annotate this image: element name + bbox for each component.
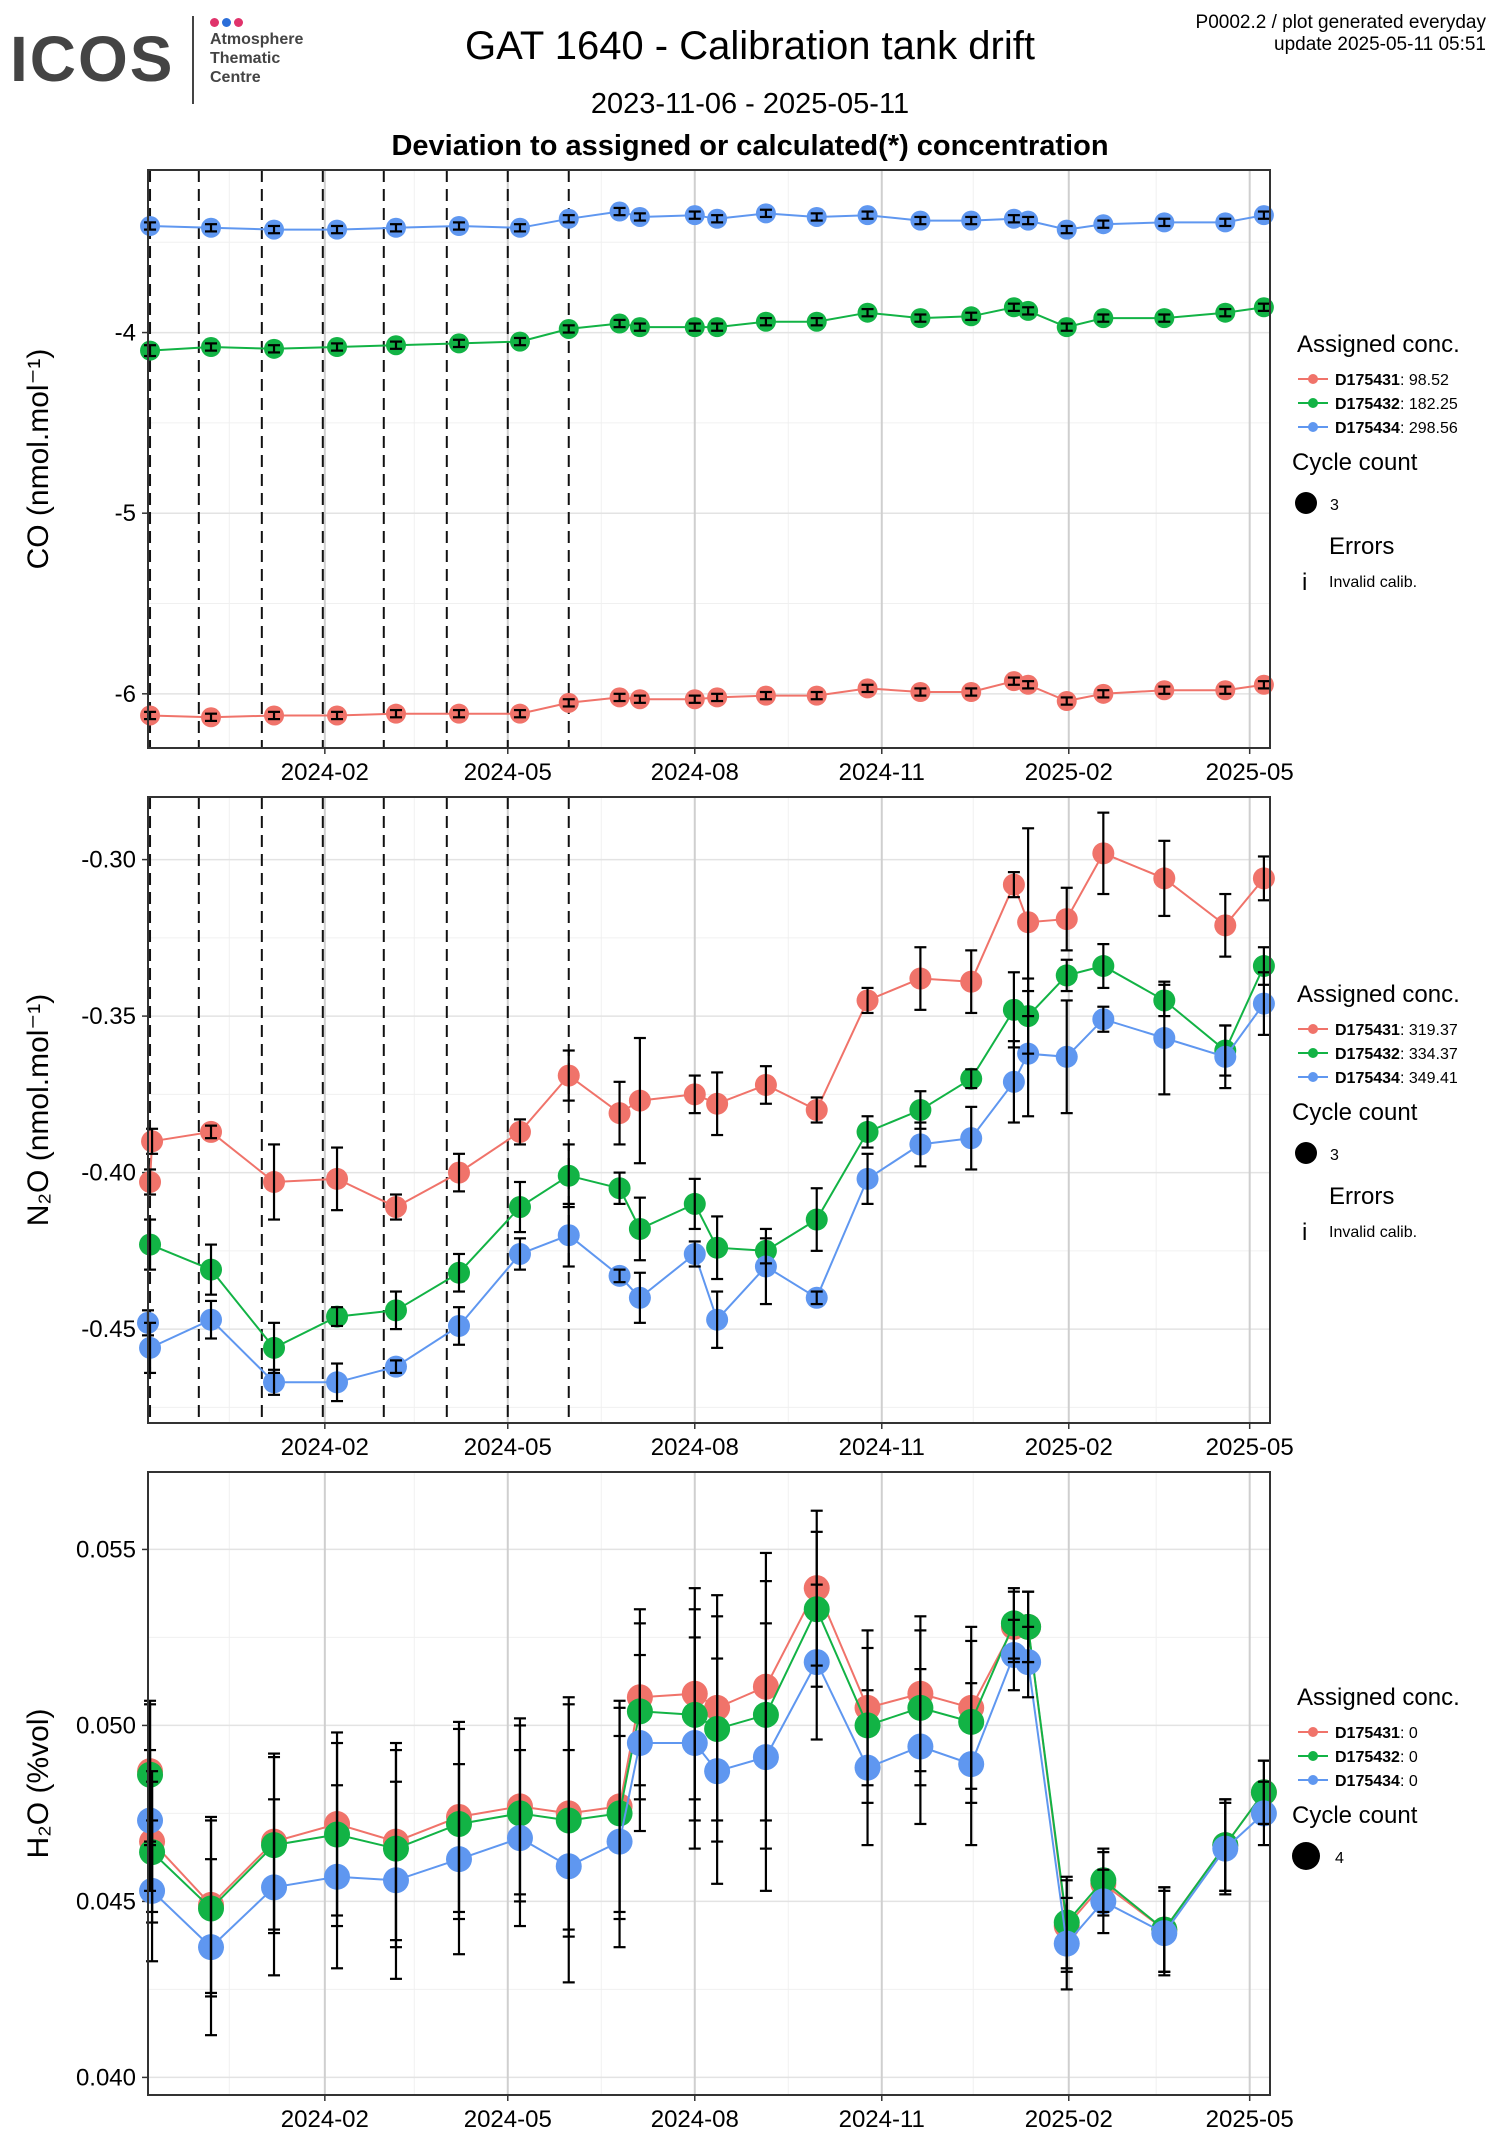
logo-dots [210,14,246,32]
legend-key-dot [1308,374,1318,384]
legend: Assigned conc. D175431: 0 D175432: 0 D17543… [1292,1684,1460,1870]
legend-key-dot [1308,1048,1318,1058]
legend-key-dot [1308,1751,1318,1761]
x-tick-label: 2025-02 [1025,759,1113,786]
cycle-count-dot [1295,492,1317,514]
y-tick-label: -5 [115,500,136,527]
cycle-count-dot [1295,1142,1317,1164]
x-tick-label: 2024-08 [651,759,739,786]
logo-sub-line: Thematic [210,50,281,67]
plot-border [147,1471,1271,2096]
legend-title-cycle: Cycle count [1292,449,1418,476]
legend-entry: D175432: 0 [1335,1749,1418,1766]
meta-line: update 2025-05-11 05:51 [1274,34,1486,55]
cycle-count-value: 4 [1335,1850,1344,1867]
legend-entry: D175431: 0 [1335,1725,1418,1742]
x-tick-label: 2024-11 [839,759,925,786]
cycle-count-dot [1292,1842,1320,1870]
chart-panel: 0.040 0.045 0.050 0.055 2024-02 2024-05 2024-0… [22,1471,1460,2133]
cycle-count-value: 3 [1330,497,1339,514]
x-tick-label: 2025-05 [1206,2106,1294,2133]
y-tick-label: -0.35 [81,1003,136,1030]
x-tick-label: 2024-11 [839,2106,925,2133]
plot-border [147,169,1271,749]
x-tick-label: 2025-02 [1025,2106,1113,2133]
legend-title-errors: Errors [1329,533,1394,560]
logo-sub-line: Atmosphere [210,31,304,48]
legend-entry: D175431: 98.52 [1335,372,1449,389]
legend-title-assigned: Assigned conc. [1297,981,1460,1008]
y-tick-label: 0.045 [76,1888,136,1915]
logo-dot [210,18,219,27]
plot-area [148,170,1270,748]
y-tick-label: -6 [115,681,136,708]
cycle-count-value: 3 [1330,1147,1339,1164]
x-tick-label: 2024-08 [651,2106,739,2133]
legend-title-cycle: Cycle count [1292,1802,1418,1829]
x-tick-label: 2024-08 [651,1434,739,1461]
legend-entry: D175431: 319.37 [1335,1022,1458,1039]
x-tick-label: 2024-02 [281,759,369,786]
legend-entry: D175432: 182.25 [1335,396,1458,413]
plot-border [147,796,1271,1424]
logo-sub-line: Centre [210,69,261,86]
y-axis-label: H₂O (%vol) [22,1709,55,1859]
y-tick-label: -0.30 [81,847,136,874]
chart-panel: -6 -5 -4 2024-02 2024-05 2024-08 2024-11 2025-0… [22,169,1460,786]
legend-title-errors: Errors [1329,1183,1394,1210]
chart-subtitle: Deviation to assigned or calculated(*) c… [391,130,1109,162]
chart-panel: -0.45 -0.40 -0.35 -0.30 2024-02 2024-05 2024-0… [22,796,1460,1461]
meta-line: P0002.2 / plot generated everyday [1195,12,1486,33]
legend-key-dot [1308,398,1318,408]
page-title: GAT 1640 - Calibration tank drift [465,24,1035,68]
y-tick-label: 0.055 [76,1536,136,1563]
errors-key-label: Invalid calib. [1329,1224,1417,1241]
legend: Assigned conc. D175431: 319.37 D175432: 33… [1292,981,1460,1246]
x-tick-label: 2024-05 [464,759,552,786]
legend-title-assigned: Assigned conc. [1297,1684,1460,1711]
x-tick-label: 2024-02 [281,2106,369,2133]
legend-entry: D175434: 298.56 [1335,420,1458,437]
legend-key-dot [1308,1072,1318,1082]
y-axis-label: CO (nmol.mol⁻¹) [22,349,55,570]
legend-key-dot [1308,1727,1318,1737]
x-tick-label: 2024-05 [464,1434,552,1461]
y-tick-label: -0.45 [81,1316,136,1343]
logo-dot [234,18,243,27]
errors-key-symbol: i [1302,569,1307,596]
x-tick-label: 2024-05 [464,2106,552,2133]
errors-key-label: Invalid calib. [1329,574,1417,591]
generation-info: P0002.2 / plot generated everyday update… [1196,12,1486,56]
legend-entry: D175434: 0 [1335,1773,1418,1790]
logo-subtitle: Atmosphere Thematic Centre [210,30,303,87]
legend-key-dot [1308,1024,1318,1034]
legend-title-cycle: Cycle count [1292,1099,1418,1126]
legend-title-assigned: Assigned conc. [1297,331,1460,358]
x-tick-label: 2025-02 [1025,1434,1113,1461]
errors-key-symbol: i [1302,1219,1307,1246]
legend: Assigned conc. D175431: 98.52 D175432: 182… [1292,331,1460,596]
y-axis-label: N₂O (nmol.mol⁻¹) [22,994,55,1227]
x-tick-label: 2025-05 [1206,1434,1294,1461]
legend-entry: D175434: 349.41 [1335,1070,1458,1087]
legend-key-dot [1308,422,1318,432]
plot-area [148,1472,1270,2095]
logo-dot [222,18,231,27]
y-tick-label: -0.40 [81,1160,136,1187]
date-range: 2023-11-06 - 2025-05-11 [590,88,910,120]
logo-divider [192,16,194,104]
y-tick-label: 0.040 [76,2064,136,2091]
y-tick-label: -4 [115,320,136,347]
legend-entry: D175432: 334.37 [1335,1046,1458,1063]
x-tick-label: 2024-02 [281,1434,369,1461]
legend-key-dot [1308,1775,1318,1785]
icos-logo-text: ICOS [10,23,175,95]
x-tick-label: 2025-05 [1206,759,1294,786]
x-tick-label: 2024-11 [839,1434,925,1461]
y-tick-label: 0.050 [76,1712,136,1739]
